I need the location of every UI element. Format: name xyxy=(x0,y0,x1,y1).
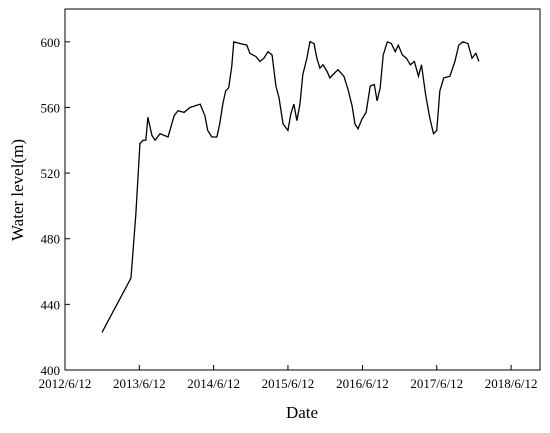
x-axis-title: Date xyxy=(286,403,318,422)
y-tick-label: 480 xyxy=(41,232,61,247)
x-tick-label: 2017/6/12 xyxy=(410,376,463,391)
x-tick-label: 2015/6/12 xyxy=(262,376,315,391)
x-tick-label: 2014/6/12 xyxy=(187,376,240,391)
data-line xyxy=(101,40,480,333)
y-tick-label: 520 xyxy=(41,166,61,181)
y-axis-title: Water level(m) xyxy=(8,139,27,241)
x-tick-label: 2018/6/12 xyxy=(485,376,538,391)
y-tick-label: 440 xyxy=(41,297,61,312)
x-tick-label: 2012/6/12 xyxy=(39,376,92,391)
y-tick-label: 600 xyxy=(41,35,61,50)
plot-frame xyxy=(64,8,541,371)
y-tick-label: 560 xyxy=(41,100,61,115)
x-tick-label: 2016/6/12 xyxy=(336,376,389,391)
x-tick-label: 2013/6/12 xyxy=(113,376,166,391)
y-tick-label: 400 xyxy=(41,363,61,378)
